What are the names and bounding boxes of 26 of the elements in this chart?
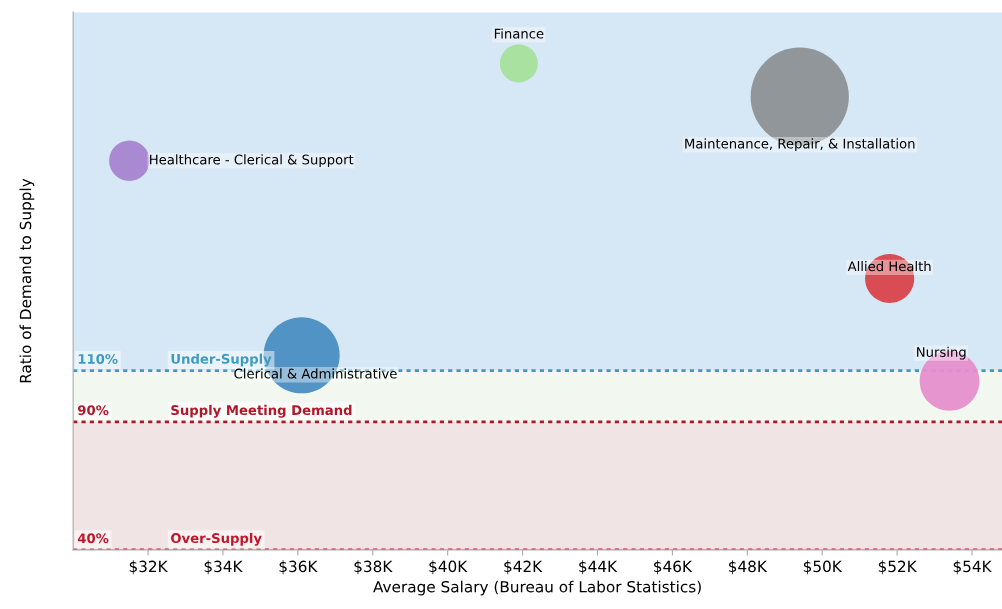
series-label: Nursing (917, 346, 966, 360)
y-axis-title: Ratio of Demand to Supply (19, 178, 35, 383)
band-label: Under-Supply (171, 353, 272, 367)
series-label: Allied Health (847, 261, 931, 272)
x-tick-label: $48K (728, 560, 768, 575)
band-label: Over-Supply (171, 532, 262, 546)
series-label: Finance (494, 28, 544, 39)
x-tick-label: $54K (953, 560, 992, 575)
band-label: Supply Meeting Demand (171, 404, 352, 418)
x-tick-label: $50K (803, 560, 843, 575)
series-label: Clerical & Administrative (234, 368, 397, 379)
ref-line-label: 40% (77, 533, 109, 544)
x-tick-label: $40K (429, 560, 468, 575)
x-axis-title: Average Salary (Bureau of Labor Statistics) (373, 580, 701, 596)
x-tick-label: $46K (654, 560, 693, 575)
x-tick-label: $34K (204, 560, 243, 575)
x-tick-label: $42K (504, 560, 543, 575)
series-label: Healthcare - Clerical & Support (150, 154, 354, 168)
ref-line-label: 90% (78, 405, 109, 416)
x-tick-label: $32K (129, 560, 168, 575)
x-tick-label: $36K (279, 560, 318, 575)
x-tick-label: $38K (354, 560, 393, 575)
series-label: Maintenance, Repair, & Installation (685, 138, 915, 152)
ref-line-label: 110% (78, 353, 118, 364)
x-tick-label: $44K (579, 560, 618, 575)
x-tick-label: $52K (878, 560, 918, 575)
